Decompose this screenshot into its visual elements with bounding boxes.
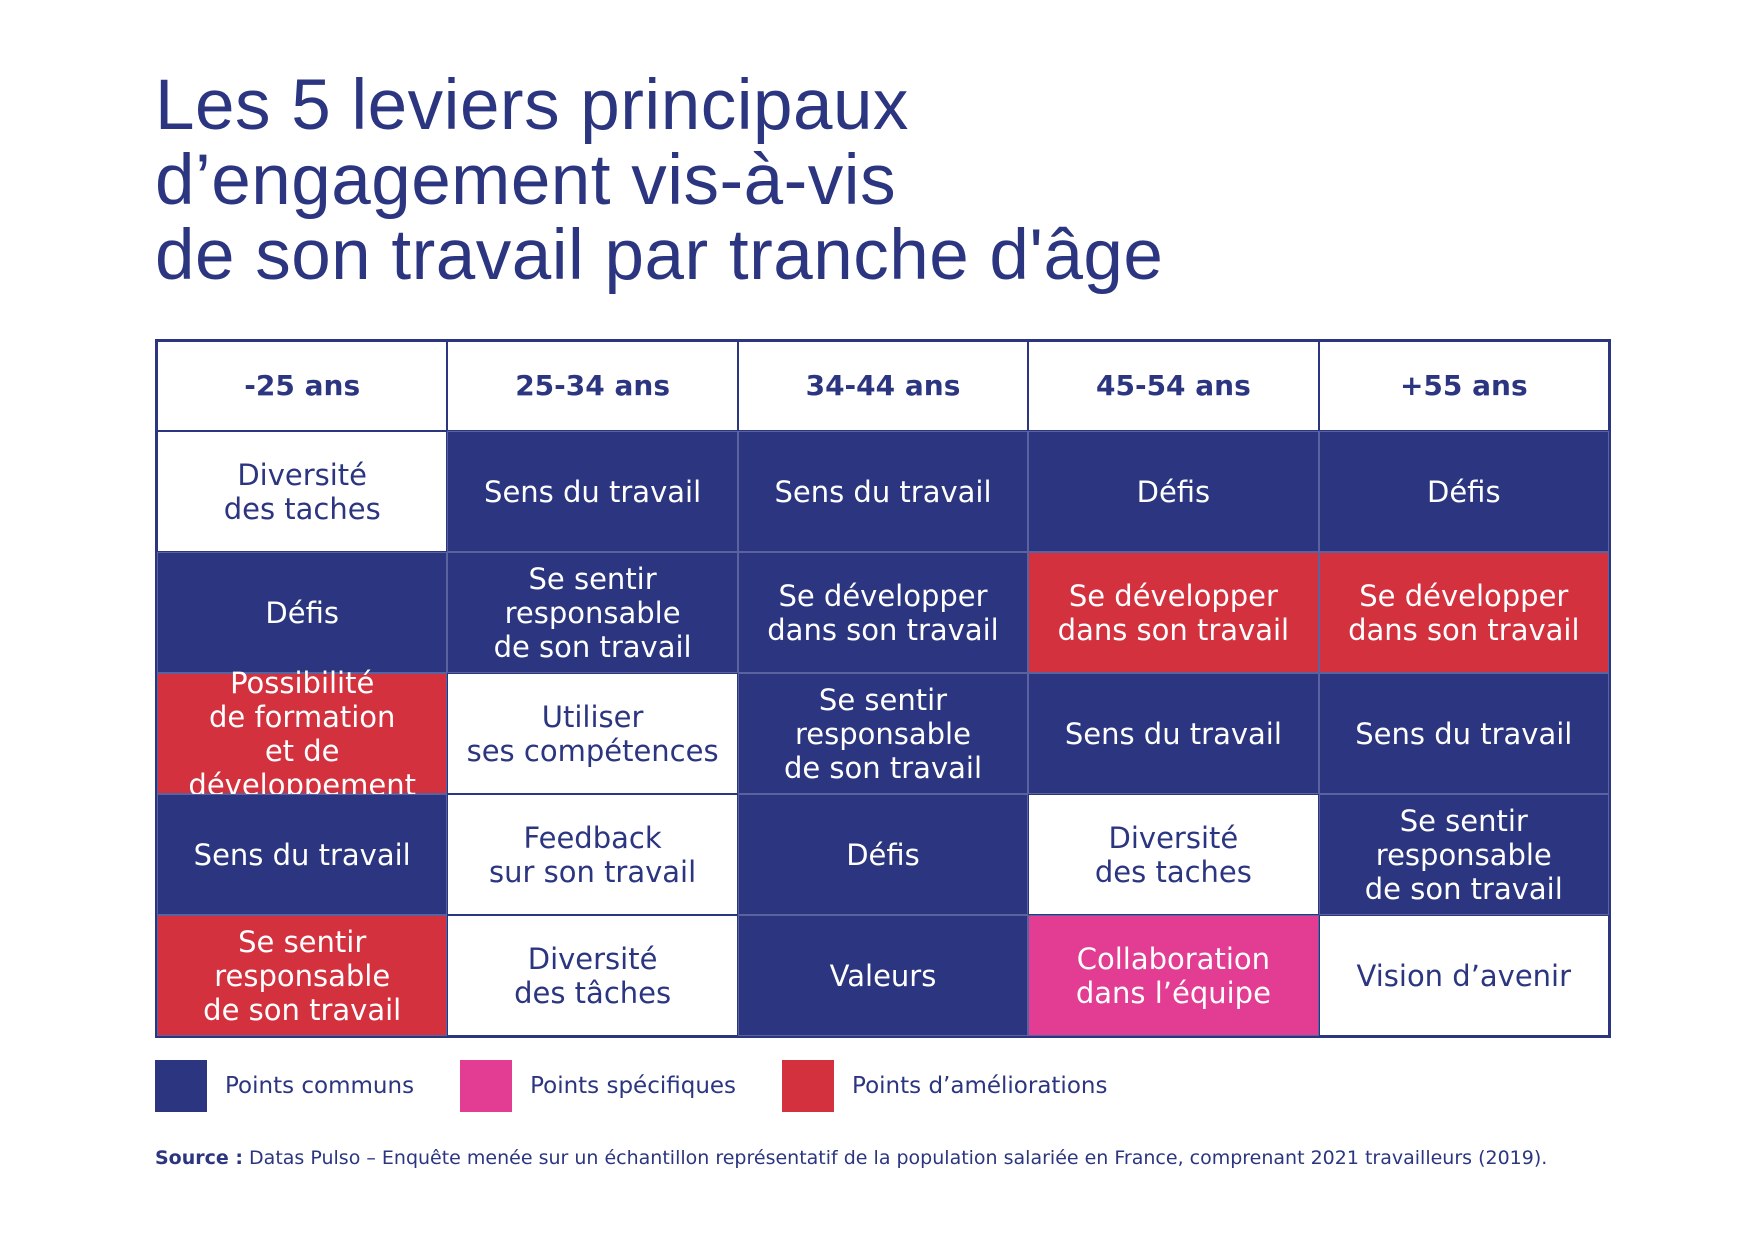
- table-cell: Sens du travail: [737, 431, 1029, 552]
- table-cell: Défis: [1318, 431, 1609, 552]
- table-cell: Diversité des tâches: [447, 915, 738, 1036]
- column-header: 34-44 ans: [737, 341, 1029, 431]
- title-line-2: d’engagement vis-à-vis: [155, 141, 897, 220]
- legend-swatch: [460, 1060, 513, 1112]
- legend-label: Points spécifiques: [530, 1073, 737, 1099]
- table-cell: Se sentir responsable de son travail: [737, 673, 1029, 794]
- table-cell: Utiliser ses compétences: [447, 673, 738, 794]
- legend-label: Points communs: [225, 1073, 415, 1099]
- source-text: Datas Pulso – Enquête menée sur un échan…: [243, 1147, 1548, 1169]
- levers-table: -25 ans 25-34 ans 34-44 ans 45-54 ans +5…: [155, 339, 1611, 1038]
- legend-swatch: [155, 1060, 207, 1112]
- source-note: Source : Datas Pulso – Enquête menée sur…: [155, 1147, 1605, 1169]
- legend-swatch: [782, 1060, 835, 1112]
- table-cell: Se développer dans son travail: [1028, 552, 1319, 673]
- column-header: +55 ans: [1318, 341, 1609, 431]
- table-cell: Sens du travail: [1028, 673, 1319, 794]
- table-cell: Se sentir responsable de son travail: [447, 552, 738, 673]
- table-cell: Diversité des taches: [157, 431, 448, 552]
- table-cell: Collaboration dans l’équipe: [1028, 915, 1319, 1036]
- table-cell: Défis: [737, 794, 1029, 915]
- table-cell: Se sentir responsable de son travail: [1318, 794, 1609, 915]
- legend-item-specifiques: Points spécifiques: [460, 1060, 736, 1112]
- title-line-3: de son travail par tranche d'âge: [155, 216, 1164, 295]
- title-line-1: Les 5 leviers principaux: [155, 66, 909, 145]
- page-title: Les 5 leviers principaux d’engagement vi…: [155, 68, 1455, 293]
- legend-label: Points d’améliorations: [852, 1073, 1108, 1099]
- legend: Points communs Points spécifiques Points…: [155, 1060, 1153, 1112]
- table-cell: Sens du travail: [1318, 673, 1609, 794]
- table-cell: Sens du travail: [157, 794, 448, 915]
- source-prefix: Source :: [155, 1147, 243, 1169]
- column-header: 25-34 ans: [447, 341, 738, 431]
- legend-item-ameliorations: Points d’améliorations: [782, 1060, 1107, 1112]
- table-cell: Possibilité de formation et de développe…: [157, 666, 448, 802]
- table-cell: Se sentir responsable de son travail: [157, 915, 448, 1036]
- table-cell: Diversité des taches: [1028, 794, 1319, 915]
- table-cell: Se développer dans son travail: [737, 552, 1029, 673]
- column-header: 45-54 ans: [1028, 341, 1319, 431]
- table-cell: Feedback sur son travail: [447, 794, 738, 915]
- table-cell: Valeurs: [737, 915, 1029, 1036]
- legend-item-communs: Points communs: [155, 1060, 414, 1112]
- table-cell: Sens du travail: [447, 431, 738, 552]
- table-cell: Défis: [157, 552, 448, 673]
- table-cell: Défis: [1028, 431, 1319, 552]
- column-header: -25 ans: [157, 341, 448, 431]
- table-cell: Vision d’avenir: [1318, 915, 1609, 1036]
- table-cell: Se développer dans son travail: [1318, 552, 1609, 673]
